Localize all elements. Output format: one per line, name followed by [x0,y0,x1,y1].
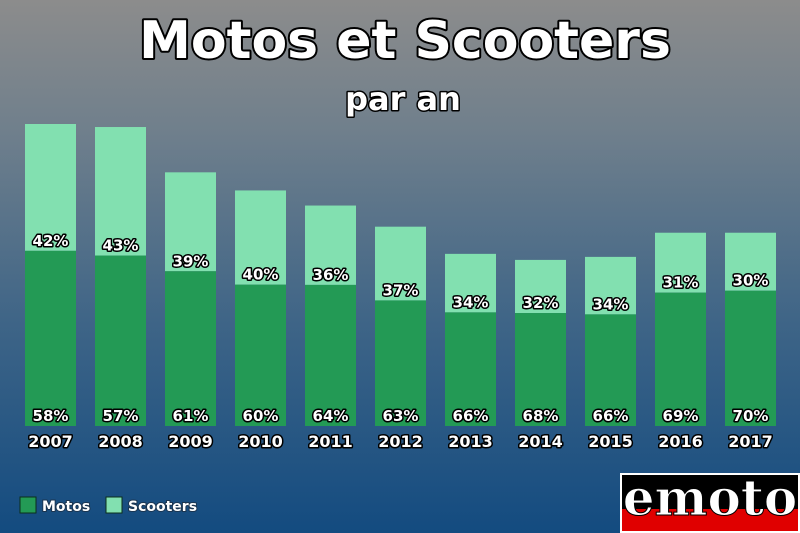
bar-label-scooters-2014: 32% [523,294,559,312]
bar-motos-2013 [445,312,496,426]
chart-title: Motos et Scooters [139,11,671,71]
x-tick-2010: 2010 [238,432,283,451]
bar-label-scooters-2009: 39% [173,252,209,270]
bar-label-motos-2016: 69% [663,407,699,425]
x-tick-2016: 2016 [658,432,703,451]
bar-scooters-2007 [25,124,76,251]
logo-text: emoto [623,468,798,527]
bar-group-2010: 40% 60% [235,190,286,427]
bar-scooters-2010 [235,190,286,285]
bar-motos-2009 [165,271,216,426]
bar-label-motos-2010: 60% [243,407,279,425]
logo-background-bottom [620,509,800,533]
bar-label-motos-2014: 68% [523,407,559,425]
legend-swatch-motos [19,496,37,514]
bar-motos-2014 [515,313,566,426]
bar-label-scooters-2017: 30% [733,272,769,290]
x-tick-2012: 2012 [378,432,423,451]
bar-label-scooters-2007: 42% [33,232,69,250]
bar-group-2017: 30% 70% [725,232,776,427]
x-tick-2007: 2007 [28,432,73,451]
legend-label-scooters: Scooters [128,499,197,515]
logo-border [620,473,800,533]
bar-label-scooters-2016: 31% [663,274,699,292]
bar-label-scooters-2011: 36% [313,266,349,284]
bar-group-2016: 31% 69% [655,232,706,427]
bar-motos-2008 [95,255,146,426]
bar-motos-2010 [235,284,286,426]
bar-scooters-2008 [95,127,146,256]
legend: Motos Scooters [19,496,198,516]
bar-label-motos-2015: 66% [593,407,629,425]
bar-scooters-2015 [585,256,636,315]
bar-group-2012: 37% 63% [375,226,426,427]
x-tick-2011: 2011 [308,432,353,451]
bars-group: 42% 58% 43% 57% 39% 61% 40% 60% 36% 64% 37% 63% 34% 6… [25,124,776,427]
bar-motos-2016 [655,292,706,426]
bar-group-2011: 36% 64% [305,205,356,427]
x-tick-2015: 2015 [588,432,633,451]
bar-label-motos-2007: 58% [33,407,69,425]
bar-group-2013: 34% 66% [445,253,496,427]
legend-item-scooters: Scooters [105,496,198,516]
legend-label-motos: Motos [42,499,90,515]
bar-scooters-2013 [445,253,496,313]
x-axis-ticks: 2007 2008 2009 2010 2011 2012 2013 2014 2015 2016… [27,431,775,453]
bar-motos-2012 [375,300,426,426]
x-tick-2013: 2013 [448,432,493,451]
bar-label-scooters-2015: 34% [593,295,629,313]
bar-label-motos-2013: 66% [453,407,489,425]
bar-scooters-2016 [655,232,706,293]
bar-label-scooters-2010: 40% [243,266,279,284]
bar-label-motos-2017: 70% [733,407,769,425]
x-tick-2009: 2009 [168,432,213,451]
legend-swatch-scooters [105,496,123,514]
bar-motos-2007 [25,250,76,426]
bar-group-2009: 39% 61% [165,172,216,427]
bar-label-motos-2011: 64% [313,407,349,425]
bar-motos-2017 [725,290,776,426]
bar-label-motos-2008: 57% [103,407,139,425]
bar-label-motos-2012: 63% [383,407,419,425]
emoto-logo: emoto [620,468,800,533]
x-tick-2017: 2017 [728,432,773,451]
bar-motos-2015 [585,314,636,426]
bar-label-motos-2009: 61% [173,407,209,425]
logo-background-top [620,473,800,509]
bar-scooters-2011 [305,205,356,285]
bar-label-scooters-2013: 34% [453,293,489,311]
bar-group-2007: 42% 58% [25,124,76,427]
x-tick-2008: 2008 [98,432,143,451]
bar-motos-2011 [305,284,356,426]
bar-label-scooters-2008: 43% [103,237,139,255]
bar-scooters-2014 [515,259,566,314]
x-tick-2014: 2014 [518,432,563,451]
bar-group-2014: 32% 68% [515,259,566,427]
legend-item-motos: Motos [19,496,91,516]
bar-group-2015: 34% 66% [585,256,636,427]
bar-group-2008: 43% 57% [95,127,146,427]
chart-subtitle: par an [345,80,461,118]
bar-scooters-2012 [375,226,426,301]
bar-scooters-2017 [725,232,776,291]
bar-scooters-2009 [165,172,216,272]
bar-label-scooters-2012: 37% [383,281,419,299]
